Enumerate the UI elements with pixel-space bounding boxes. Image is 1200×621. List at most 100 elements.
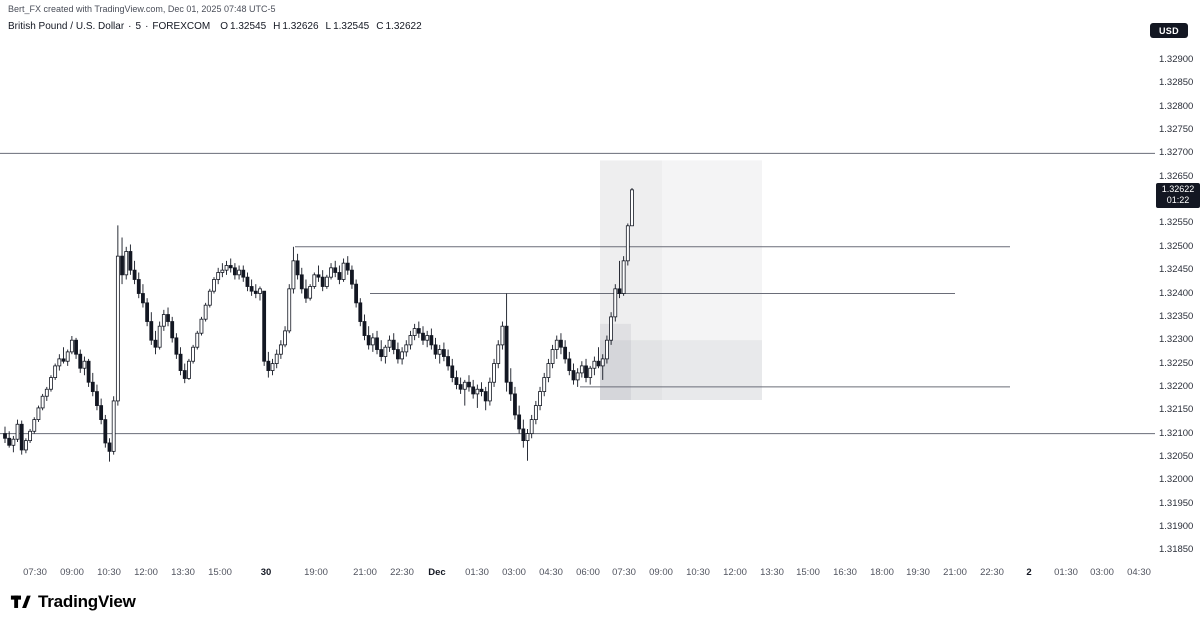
candle-body <box>19 423 24 451</box>
tradingview-logo-icon <box>10 591 32 613</box>
candle-body <box>429 335 434 346</box>
price-axis-label: 1.32300 <box>1159 334 1194 346</box>
candle-body <box>333 267 338 273</box>
candle-body <box>475 388 480 395</box>
candle-body <box>182 370 187 379</box>
time-axis-label: 19:00 <box>304 567 328 578</box>
candle-body <box>517 414 522 430</box>
time-axis-label: 01:30 <box>1054 567 1078 578</box>
candle-body <box>53 365 58 378</box>
time-axis-label: 07:30 <box>612 567 636 578</box>
candle-body <box>571 370 576 381</box>
candle-body <box>358 302 363 322</box>
candle-body <box>258 288 262 294</box>
candle-body <box>462 381 467 390</box>
candle-body <box>241 269 246 278</box>
price-axis-label: 1.32850 <box>1159 77 1194 89</box>
candle-body <box>513 393 517 416</box>
bar-countdown: 01:22 <box>1166 195 1190 206</box>
interval-label: 5 <box>135 21 142 32</box>
price-axis-label: 1.32400 <box>1159 287 1194 299</box>
candle-body <box>216 272 221 280</box>
candle-body <box>454 377 459 385</box>
candle-body <box>304 288 308 299</box>
candle-body <box>320 276 325 287</box>
candle-body <box>115 255 120 402</box>
candle-body <box>287 288 292 332</box>
candle-body <box>483 391 488 402</box>
price-axis-label: 1.31900 <box>1159 521 1194 532</box>
time-axis-label: 09:00 <box>60 567 84 578</box>
chart-legend[interactable]: British Pound / U.S. Dollar · 5 · FOREXCOM O 1… <box>8 21 424 32</box>
candle-body <box>124 251 129 276</box>
candle-body <box>396 349 400 360</box>
candle-body <box>408 335 413 346</box>
candle-body <box>458 384 463 390</box>
candle-body <box>550 349 555 364</box>
low-value: 1.32545 <box>333 21 370 32</box>
candle-body <box>596 360 601 367</box>
price-axis-label: 1.32100 <box>1159 427 1194 439</box>
price-axis-label: 1.32800 <box>1159 100 1194 112</box>
supply-demand-zone[interactable] <box>600 160 762 400</box>
candle-body <box>220 269 225 273</box>
tradingview-logo[interactable]: TradingView <box>10 591 136 613</box>
candle-body <box>207 290 212 306</box>
candle-body <box>375 337 379 350</box>
current-price-value: 1.32622 <box>1161 183 1195 194</box>
candle-body <box>437 349 442 355</box>
time-axis-label: 04:30 <box>539 567 563 578</box>
candle-body <box>266 360 271 371</box>
time-axis-label: 21:00 <box>943 567 967 578</box>
time-axis-label: 22:30 <box>980 567 1004 578</box>
candle-body <box>354 283 359 304</box>
currency-scale-button[interactable]: USD <box>1150 23 1188 38</box>
supply-demand-zone[interactable] <box>600 160 662 400</box>
candle-body <box>157 325 162 348</box>
high-label: H <box>273 21 281 32</box>
candle-body <box>295 260 300 276</box>
candle-body <box>224 265 229 271</box>
candle-body <box>274 353 279 364</box>
time-axis-label: 10:30 <box>97 567 121 578</box>
candle-body <box>625 225 630 262</box>
candle-body <box>128 251 133 271</box>
candle-body <box>90 381 95 392</box>
candle-body <box>316 274 321 278</box>
candle-body <box>525 433 530 442</box>
candle-body <box>421 332 425 341</box>
candle-body <box>61 358 66 362</box>
candle-body <box>187 360 191 379</box>
close-value: 1.32622 <box>385 21 422 32</box>
candle-body <box>312 274 317 287</box>
candle-body <box>49 377 53 390</box>
candle-body <box>23 440 28 451</box>
candle-body <box>345 262 350 271</box>
ohlc-values: O 1.32545 H 1.32626 L 1.32545 C 1.32622 <box>220 21 423 32</box>
candle-body <box>467 381 471 388</box>
time-axis-date-label: 30 <box>260 567 272 578</box>
candle-body <box>588 367 593 378</box>
candle-body <box>609 316 613 341</box>
candle-body <box>542 377 547 392</box>
candle-body <box>533 405 538 420</box>
time-axis-label: 16:30 <box>833 567 857 578</box>
supply-demand-zone[interactable] <box>600 340 762 400</box>
candle-body <box>379 349 384 357</box>
candle-body <box>191 346 196 362</box>
candle-body <box>103 419 108 444</box>
candle-body <box>404 344 409 353</box>
time-axis-label: 19:30 <box>906 567 930 578</box>
candle-body <box>199 318 204 334</box>
candle-body <box>44 388 49 397</box>
candle-body <box>32 419 37 432</box>
candle-body <box>433 344 438 355</box>
candle-body <box>15 423 20 440</box>
candle-body <box>350 269 354 285</box>
candle-body <box>74 339 78 355</box>
candle-body <box>28 430 32 442</box>
supply-demand-zone[interactable] <box>600 323 631 400</box>
candle-body <box>613 288 618 318</box>
candle-body <box>237 269 241 276</box>
